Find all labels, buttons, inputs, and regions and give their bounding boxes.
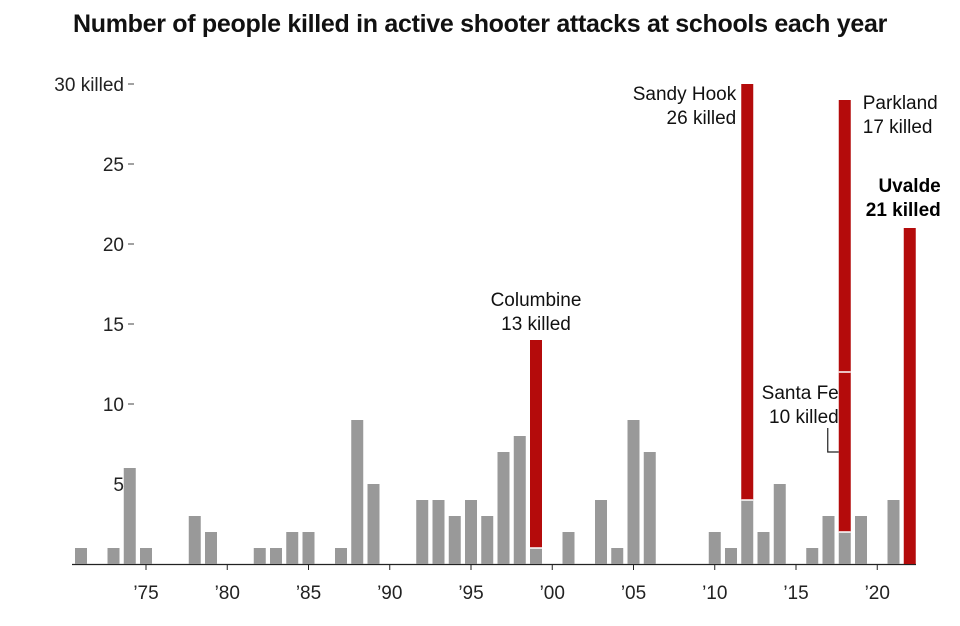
y-tick-label: 15 (103, 315, 124, 336)
x-tick-label: ’20 (865, 583, 890, 604)
x-tick-label: ’75 (133, 583, 158, 604)
bar-other-1971 (75, 548, 87, 564)
bar-other-2017 (822, 516, 835, 564)
bar-other-1985 (302, 532, 315, 564)
annotation-label: Uvalde (878, 176, 940, 197)
bars-group (75, 84, 916, 564)
bar-other-2019 (855, 516, 867, 564)
bar-other-1995 (465, 500, 477, 564)
bar-other-2013 (757, 532, 770, 564)
x-tick-label: ’80 (215, 583, 240, 604)
bar-other-2004 (611, 548, 624, 564)
y-tick-label: 30 killed (54, 75, 124, 96)
y-tick-label: 5 (113, 475, 124, 496)
annotation-label: 17 killed (863, 117, 933, 138)
bar-other-1984 (286, 532, 299, 564)
x-tick-label: ’85 (296, 583, 321, 604)
bar-other-1982 (253, 548, 266, 564)
bar-other-2016 (806, 548, 819, 564)
y-tick-label: 25 (103, 155, 124, 176)
bar-other-1988 (351, 420, 364, 564)
bar-other-1979 (205, 532, 217, 564)
bar-other-1994 (448, 516, 461, 564)
x-axis: ’75 ’80 ’85 ’90 ’95 ’00 ’05 ’10 ’15 ’20 (72, 563, 916, 604)
annotation-label: Columbine (491, 290, 582, 311)
annotation-label: Santa Fe (762, 383, 839, 404)
x-tick-label: ’05 (621, 583, 646, 604)
bar-other-1975 (140, 548, 152, 564)
bar-other-1987 (335, 548, 347, 564)
bar-other-2021 (887, 500, 900, 564)
annotation-leader-line (827, 428, 839, 453)
bar-other-2014 (773, 484, 786, 564)
bar-other-1997 (497, 452, 510, 564)
bar-other-1992 (416, 500, 429, 564)
bar-other-2006 (643, 452, 656, 564)
bar-other-1999 (530, 548, 542, 564)
bar-other-2003 (595, 500, 607, 564)
bar-other-1989 (367, 484, 380, 564)
annotation-label: Sandy Hook (633, 84, 737, 105)
y-tick-label: 10 (103, 395, 124, 416)
bar-highlight-2022 (903, 228, 916, 564)
x-tick-label: ’10 (702, 583, 727, 604)
annotation-label: 21 killed (866, 200, 941, 221)
bar-highlight-2018 (838, 100, 851, 532)
bar-other-2012 (741, 500, 754, 564)
bar-highlight-2012 (741, 84, 754, 500)
annotation-label: 13 killed (501, 314, 571, 335)
bar-other-1998 (513, 436, 526, 564)
y-tick-label: 20 (103, 235, 124, 256)
bar-other-2001 (562, 532, 575, 564)
x-tick-label: ’00 (540, 583, 565, 604)
y-axis: 5 10 15 20 25 30 killed (54, 75, 134, 496)
bar-other-2010 (708, 532, 721, 564)
bar-other-2005 (627, 420, 640, 564)
chart-title: Number of people killed in active shoote… (72, 10, 887, 38)
annotation-label: 26 killed (667, 108, 737, 129)
annotation-label: 10 killed (769, 407, 839, 428)
bar-highlight-1999 (530, 340, 542, 548)
bar-other-1974 (123, 468, 136, 564)
x-tick-label: ’90 (377, 583, 402, 604)
bar-other-1996 (481, 516, 494, 564)
bar-other-2011 (725, 548, 737, 564)
annotations-group: Columbine 13 killed Sandy Hook 26 killed Par… (491, 84, 941, 453)
x-tick-label: ’95 (458, 583, 483, 604)
bar-other-2018 (838, 532, 851, 564)
bar-other-1973 (107, 548, 120, 564)
bar-other-1978 (188, 516, 201, 564)
annotation-label: Parkland (863, 93, 938, 114)
x-tick-label: ’15 (783, 583, 808, 604)
bar-other-1983 (270, 548, 282, 564)
bar-other-1993 (432, 500, 445, 564)
